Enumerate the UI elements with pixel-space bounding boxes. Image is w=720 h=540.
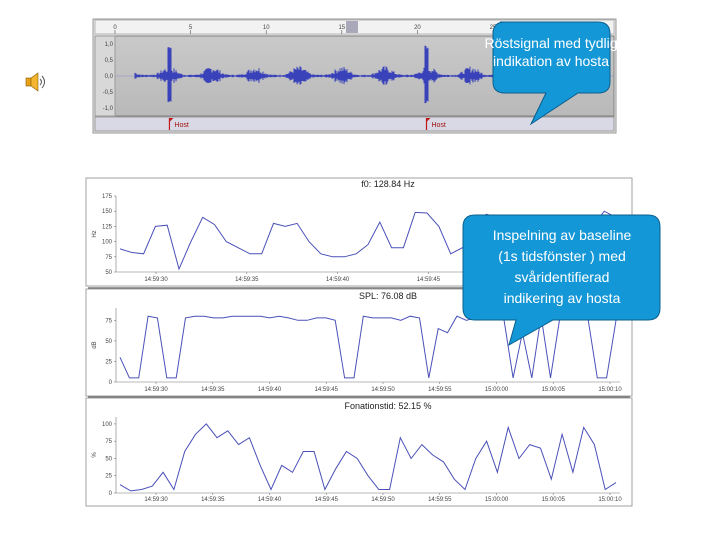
- x-tick-label: 14:59:35: [235, 277, 259, 283]
- x-tick-label: 14:59:40: [326, 277, 350, 283]
- y-tick-label: 50: [105, 456, 112, 462]
- callout-baseline-line-1: Inspelning av baseline: [493, 227, 632, 243]
- x-tick-label: 14:59:45: [315, 387, 339, 393]
- callout-baseline-line-4: indikering av hosta: [504, 290, 621, 306]
- y-tick-label: 125: [102, 224, 113, 230]
- x-tick-label: 14:59:30: [144, 277, 168, 283]
- chart-title: f0: 128.84 Hz: [361, 179, 415, 189]
- ruler-tick-label: 0: [113, 25, 117, 31]
- cough-marker-label: Host: [431, 122, 445, 129]
- callout-baseline-line-3: svåridentifierad: [515, 269, 610, 285]
- x-tick-label: 14:59:35: [201, 387, 225, 393]
- ruler-tick-label: 15: [338, 25, 345, 31]
- x-tick-label: 15:00:00: [485, 497, 509, 503]
- y-axis-label: dB: [92, 341, 98, 348]
- x-tick-label: 14:59:40: [258, 387, 282, 393]
- ruler-tick-label: 20: [414, 25, 421, 31]
- callout-baseline: Inspelning av baseline (1s tidsfönster )…: [462, 214, 661, 347]
- y-tick-label: 50: [105, 339, 112, 345]
- y-tick-label: 75: [105, 439, 112, 445]
- y-tick-label: 0: [109, 491, 113, 497]
- x-tick-label: 14:59:35: [201, 497, 225, 503]
- amplitude-tick-label: -0,5: [103, 90, 114, 96]
- x-tick-label: 14:59:30: [144, 387, 168, 393]
- x-tick-label: 14:59:45: [417, 277, 441, 283]
- y-tick-label: 100: [102, 422, 113, 428]
- ruler-tick-label: 10: [263, 25, 270, 31]
- y-axis-label: Hz: [92, 230, 98, 237]
- x-tick-label: 14:59:45: [315, 497, 339, 503]
- cough-marker-flag: [169, 118, 174, 122]
- x-tick-label: 14:59:55: [428, 387, 452, 393]
- x-tick-label: 14:59:50: [371, 387, 395, 393]
- label-track[interactable]: [94, 116, 615, 132]
- y-tick-label: 150: [102, 209, 113, 215]
- playhead-marker[interactable]: [346, 21, 358, 33]
- chart-title: Fonationstid: 52.15 %: [344, 401, 431, 411]
- series-line: [119, 315, 617, 379]
- cough-marker-flag: [426, 118, 431, 122]
- speaker-icon[interactable]: [25, 72, 45, 92]
- ruler-tick-label: 5: [189, 25, 193, 31]
- callout-voice-signal: Röstsignal med tydlig indikation av host…: [484, 21, 618, 126]
- amplitude-tick-label: 0,0: [105, 74, 114, 80]
- amplitude-tick-label: 0,5: [105, 58, 114, 64]
- charts: f0: 128.84 Hz Hz 175 150 125 100 75 50 14:59:30 1…: [92, 179, 622, 503]
- y-tick-label: 25: [105, 474, 112, 480]
- x-tick-label: 15:00:10: [598, 387, 622, 393]
- y-tick-label: 50: [105, 270, 112, 276]
- callout-voice-signal-line-2: indikation av hosta: [493, 53, 609, 69]
- amplitude-ticks: 1,0 0,5 0,0 -0,5 -1,0: [103, 42, 114, 112]
- y-tick-label: 0: [109, 380, 113, 386]
- chart-fonation-frame: [85, 397, 633, 507]
- chart-fonation: Fonationstid: 52.15 %% 100 75 50 25 0 14:59:30…: [92, 401, 622, 503]
- y-tick-label: 175: [102, 194, 113, 200]
- x-tick-label: 14:59:30: [144, 497, 168, 503]
- chart-title: SPL: 76.08 dB: [359, 291, 417, 301]
- x-tick-label: 15:00:05: [542, 387, 566, 393]
- y-tick-label: 100: [102, 240, 113, 246]
- series-line: [119, 423, 617, 492]
- x-tick-label: 14:59:50: [371, 497, 395, 503]
- x-tick-label: 15:00:05: [542, 497, 566, 503]
- cough-marker-label: Host: [174, 122, 188, 129]
- y-tick-label: 75: [105, 318, 112, 324]
- y-tick-label: 75: [105, 255, 112, 261]
- amplitude-tick-label: 1,0: [105, 42, 114, 48]
- chart-spl: SPL: 76.08 dB dB 75 50 25 0 14:59:30 14:59:35 14…: [92, 291, 622, 393]
- y-axis-label: %: [92, 452, 98, 458]
- cough-markers: Host Host: [168, 118, 446, 130]
- x-tick-label: 14:59:40: [258, 497, 282, 503]
- amplitude-tick-label: -1,0: [103, 106, 114, 112]
- x-tick-label: 15:00:10: [598, 497, 622, 503]
- x-tick-label: 14:59:55: [428, 497, 452, 503]
- callout-baseline-line-2: (1s tidsfönster ) med: [498, 248, 626, 264]
- x-tick-label: 15:00:00: [485, 387, 509, 393]
- callout-voice-signal-line-1: Röstsignal med tydlig: [484, 35, 617, 51]
- ruler-tick-label: 25: [490, 25, 497, 31]
- y-tick-label: 25: [105, 359, 112, 365]
